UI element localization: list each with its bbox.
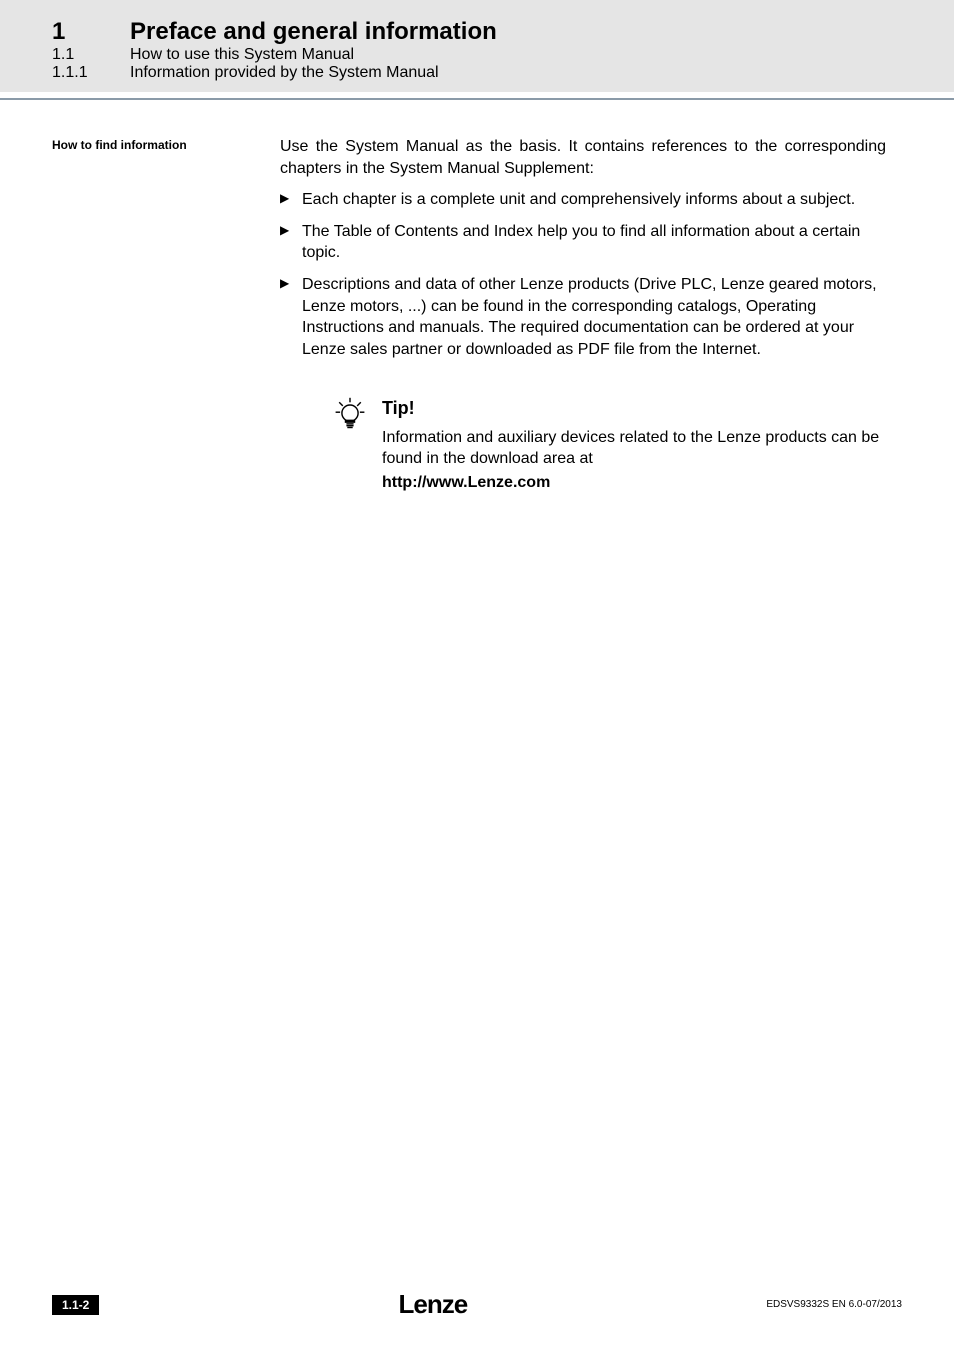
list-item: Descriptions and data of other Lenze pro… bbox=[280, 274, 886, 360]
tip-text: Information and auxiliary devices relate… bbox=[382, 427, 886, 470]
tip-body: Tip! Information and auxiliary devices r… bbox=[382, 396, 886, 493]
chapter-number: 1 bbox=[0, 18, 130, 46]
intro-row: How to find information Use the System M… bbox=[52, 136, 886, 370]
page-header: 1 Preface and general information 1.1 Ho… bbox=[0, 0, 954, 92]
chapter-title: Preface and general information bbox=[130, 18, 497, 46]
section-number: 1.1 bbox=[0, 46, 130, 64]
list-item: The Table of Contents and Index help you… bbox=[280, 221, 886, 264]
lightbulb-icon bbox=[332, 396, 382, 437]
chapter-row: 1 Preface and general information bbox=[0, 18, 954, 46]
page-footer: 1.1-2 Lenze EDSVS9332S EN 6.0-07/2013 bbox=[0, 1289, 954, 1320]
section-title: How to use this System Manual bbox=[130, 46, 354, 64]
section-row: 1.1 How to use this System Manual bbox=[0, 46, 954, 64]
page-number: 1.1-2 bbox=[52, 1295, 99, 1315]
list-item: Each chapter is a complete unit and comp… bbox=[280, 189, 886, 211]
bullet-list: Each chapter is a complete unit and comp… bbox=[280, 189, 886, 360]
content-area: How to find information Use the System M… bbox=[0, 100, 954, 493]
tip-block: Tip! Information and auxiliary devices r… bbox=[332, 396, 886, 493]
document-reference: EDSVS9332S EN 6.0-07/2013 bbox=[766, 1299, 902, 1310]
tip-title: Tip! bbox=[382, 396, 886, 420]
subsection-number: 1.1.1 bbox=[0, 64, 130, 82]
intro-paragraph: Use the System Manual as the basis. It c… bbox=[280, 136, 886, 179]
brand-logo: Lenze bbox=[399, 1289, 468, 1320]
subsection-row: 1.1.1 Information provided by the System… bbox=[0, 64, 954, 82]
tip-link: http://www.Lenze.com bbox=[382, 472, 886, 494]
side-label: How to find information bbox=[52, 136, 280, 370]
subsection-title: Information provided by the System Manua… bbox=[130, 64, 439, 82]
body-column: Use the System Manual as the basis. It c… bbox=[280, 136, 886, 370]
